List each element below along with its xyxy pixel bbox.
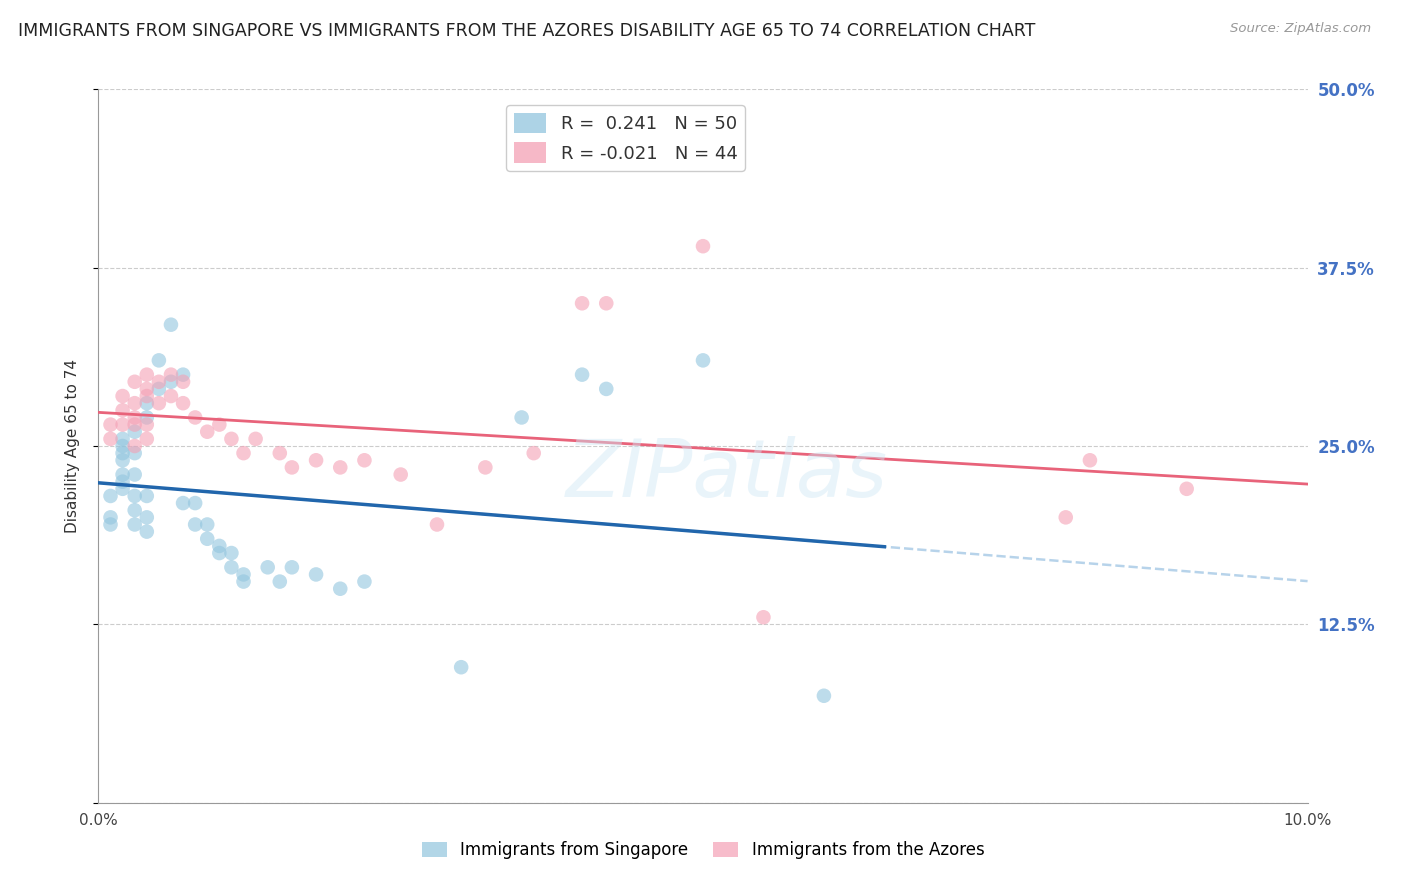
Text: ZIPatlas: ZIPatlas [567,435,889,514]
Point [135,396,157,410]
Point [426,517,449,532]
Point [148,375,170,389]
Point [195,532,218,546]
Point [221,432,243,446]
Point [124,410,146,425]
Point [135,410,157,425]
Point [135,417,157,432]
Legend: R =  0.241   N = 50, R = -0.021   N = 44: R = 0.241 N = 50, R = -0.021 N = 44 [506,105,745,170]
Point [111,467,134,482]
Point [160,368,183,382]
Text: Source: ZipAtlas.com: Source: ZipAtlas.com [1230,22,1371,36]
Point [353,453,375,467]
Point [329,582,352,596]
Point [111,446,134,460]
Point [111,417,134,432]
Point [595,296,617,310]
Point [172,496,194,510]
Point [221,560,243,574]
Point [571,296,593,310]
Point [474,460,496,475]
Point [353,574,375,589]
Point [148,396,170,410]
Point [148,382,170,396]
Point [172,396,194,410]
Point [100,417,122,432]
Point [232,446,254,460]
Point [124,467,146,482]
Point [692,239,714,253]
Point [221,546,243,560]
Text: IMMIGRANTS FROM SINGAPORE VS IMMIGRANTS FROM THE AZORES DISABILITY AGE 65 TO 74 : IMMIGRANTS FROM SINGAPORE VS IMMIGRANTS … [18,22,1036,40]
Point [232,574,254,589]
Point [450,660,472,674]
Point [269,446,291,460]
Point [124,446,146,460]
Point [245,432,267,446]
Point [752,610,775,624]
Point [100,517,122,532]
Point [595,382,617,396]
Point [1054,510,1077,524]
Point [232,567,254,582]
Point [111,482,134,496]
Point [269,574,291,589]
Point [208,539,231,553]
Point [135,382,157,396]
Point [510,410,533,425]
Point [281,560,304,574]
Point [184,517,207,532]
Point [124,489,146,503]
Point [160,389,183,403]
Point [160,375,183,389]
Point [100,489,122,503]
Point [135,368,157,382]
Point [135,489,157,503]
Point [523,446,546,460]
Point [135,524,157,539]
Point [195,517,218,532]
Point [124,439,146,453]
Point [111,453,134,467]
Point [100,432,122,446]
Point [281,460,304,475]
Point [111,475,134,489]
Point [208,546,231,560]
Point [389,467,412,482]
Point [111,403,134,417]
Point [571,368,593,382]
Point [184,410,207,425]
Point [329,460,352,475]
Point [135,432,157,446]
Y-axis label: Disability Age 65 to 74: Disability Age 65 to 74 [65,359,80,533]
Point [135,510,157,524]
Point [124,396,146,410]
Point [111,439,134,453]
Point [813,689,835,703]
Point [692,353,714,368]
Point [124,517,146,532]
Point [195,425,218,439]
Point [100,510,122,524]
Point [111,432,134,446]
Point [172,375,194,389]
Point [184,496,207,510]
Point [256,560,278,574]
Point [305,453,328,467]
Point [160,318,183,332]
Point [111,389,134,403]
Point [305,567,328,582]
Point [1175,482,1198,496]
Point [148,353,170,368]
Point [135,389,157,403]
Point [172,368,194,382]
Point [208,417,231,432]
Point [1078,453,1101,467]
Point [124,425,146,439]
Point [124,503,146,517]
Point [124,417,146,432]
Point [124,375,146,389]
